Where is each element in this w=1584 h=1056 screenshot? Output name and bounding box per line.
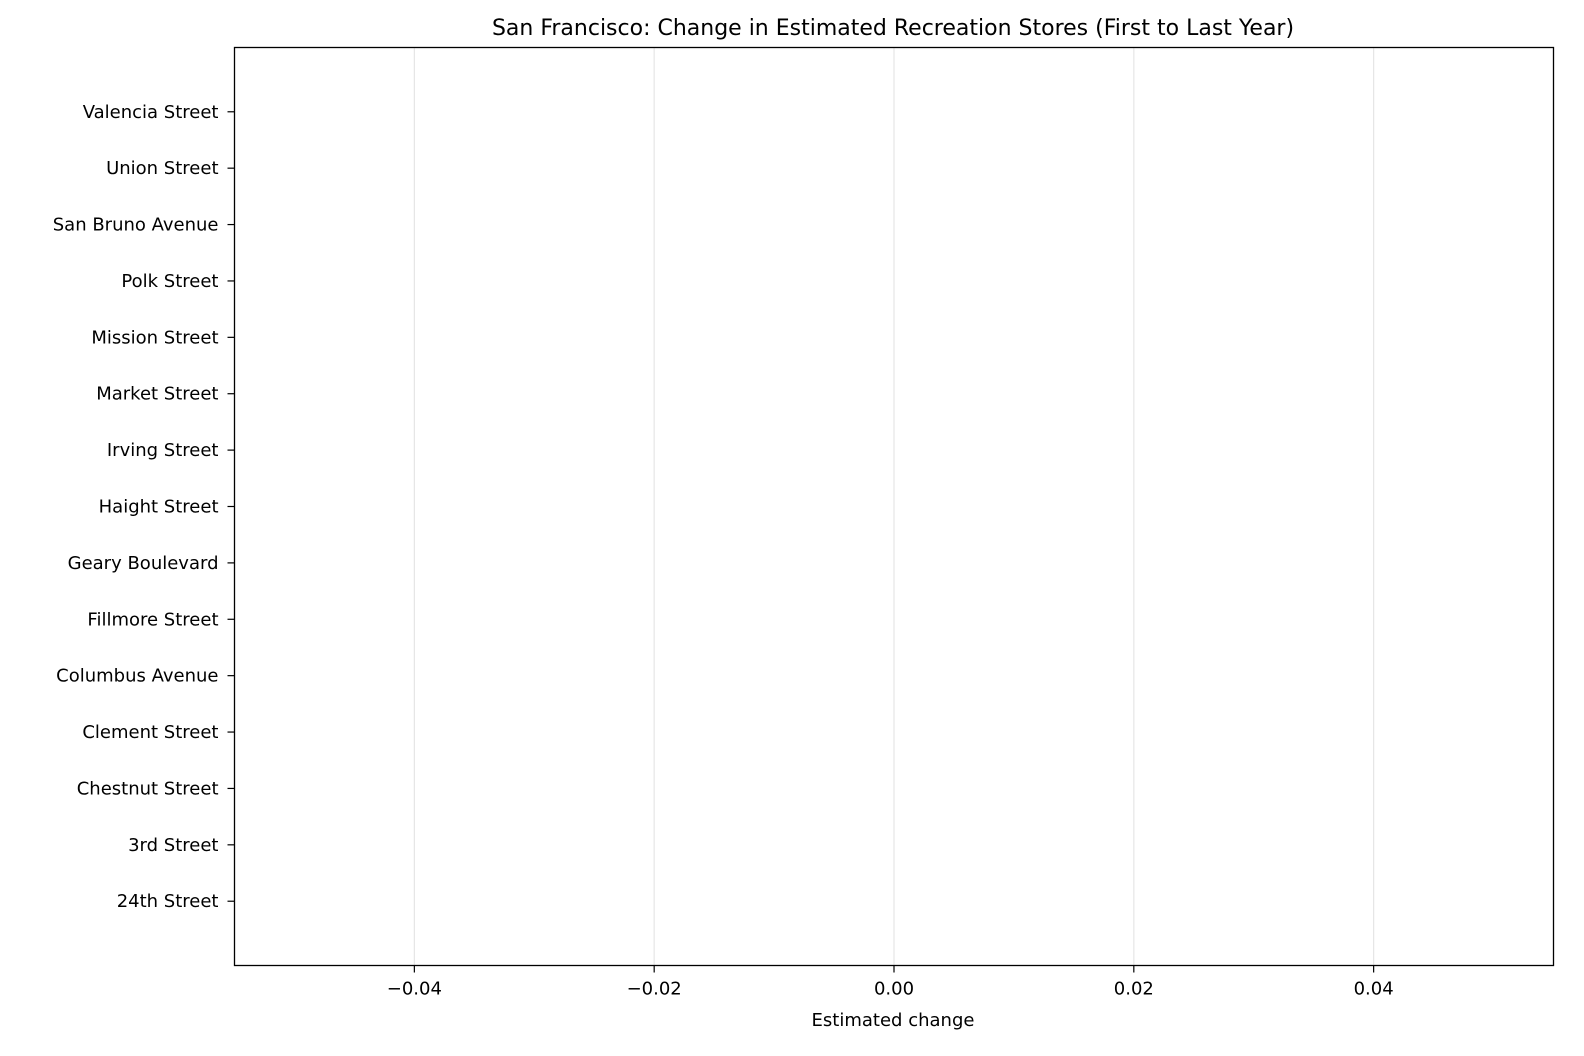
y-tick-label: 24th Street <box>117 891 219 912</box>
x-axis: −0.04 −0.02 0.00 0.02 0.04 <box>387 965 1394 1000</box>
y-tick-label: Valencia Street <box>83 102 219 123</box>
x-tick-label: 0.00 <box>874 979 914 1000</box>
y-tick-label: 3rd Street <box>128 835 218 856</box>
x-tick-label: −0.04 <box>387 979 442 1000</box>
x-axis-label: Estimated change <box>812 1010 975 1031</box>
x-tick-label: 0.04 <box>1354 979 1394 1000</box>
chart-title: San Francisco: Change in Estimated Recre… <box>492 16 1294 41</box>
y-tick-label: Irving Street <box>107 440 219 461</box>
y-tick-label: Chestnut Street <box>77 778 219 799</box>
y-axis: 24th Street 3rd Street Chestnut Street Clem… <box>53 102 235 912</box>
x-tick-label: −0.02 <box>627 979 682 1000</box>
y-tick-label: Market Street <box>96 384 218 405</box>
y-tick-label: Fillmore Street <box>87 609 218 630</box>
y-tick-label: Clement Street <box>82 722 218 743</box>
y-tick-label: Union Street <box>106 158 218 179</box>
y-tick-label: Haight Street <box>99 497 219 518</box>
grid-lines <box>413 47 1375 966</box>
y-tick-label: Columbus Avenue <box>56 666 218 687</box>
y-tick-label: San Bruno Avenue <box>53 215 219 236</box>
y-tick-label: Polk Street <box>121 271 218 292</box>
y-tick-label: Geary Boulevard <box>68 553 219 574</box>
x-tick-label: 0.02 <box>1114 979 1154 1000</box>
y-tick-label: Mission Street <box>91 327 218 348</box>
